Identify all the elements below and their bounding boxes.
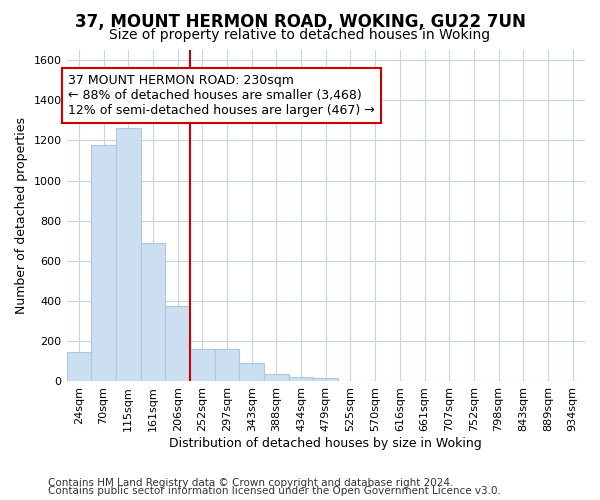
Text: Contains HM Land Registry data © Crown copyright and database right 2024.: Contains HM Land Registry data © Crown c… [48, 478, 454, 488]
Bar [165, 306, 190, 382]
Y-axis label: Number of detached properties: Number of detached properties [15, 117, 28, 314]
Bar [190, 350, 215, 382]
Bar [116, 128, 140, 382]
Bar [140, 244, 165, 382]
Bar [313, 378, 338, 382]
Bar [239, 364, 264, 382]
Bar [67, 352, 91, 382]
Bar [264, 374, 289, 382]
Bar [215, 350, 239, 382]
Text: 37, MOUNT HERMON ROAD, WOKING, GU22 7UN: 37, MOUNT HERMON ROAD, WOKING, GU22 7UN [74, 12, 526, 30]
Text: 37 MOUNT HERMON ROAD: 230sqm
← 88% of detached houses are smaller (3,468)
12% of: 37 MOUNT HERMON ROAD: 230sqm ← 88% of de… [68, 74, 374, 117]
Bar [91, 146, 116, 382]
X-axis label: Distribution of detached houses by size in Woking: Distribution of detached houses by size … [169, 437, 482, 450]
Bar [289, 378, 313, 382]
Text: Size of property relative to detached houses in Woking: Size of property relative to detached ho… [109, 28, 491, 42]
Text: Contains public sector information licensed under the Open Government Licence v3: Contains public sector information licen… [48, 486, 501, 496]
